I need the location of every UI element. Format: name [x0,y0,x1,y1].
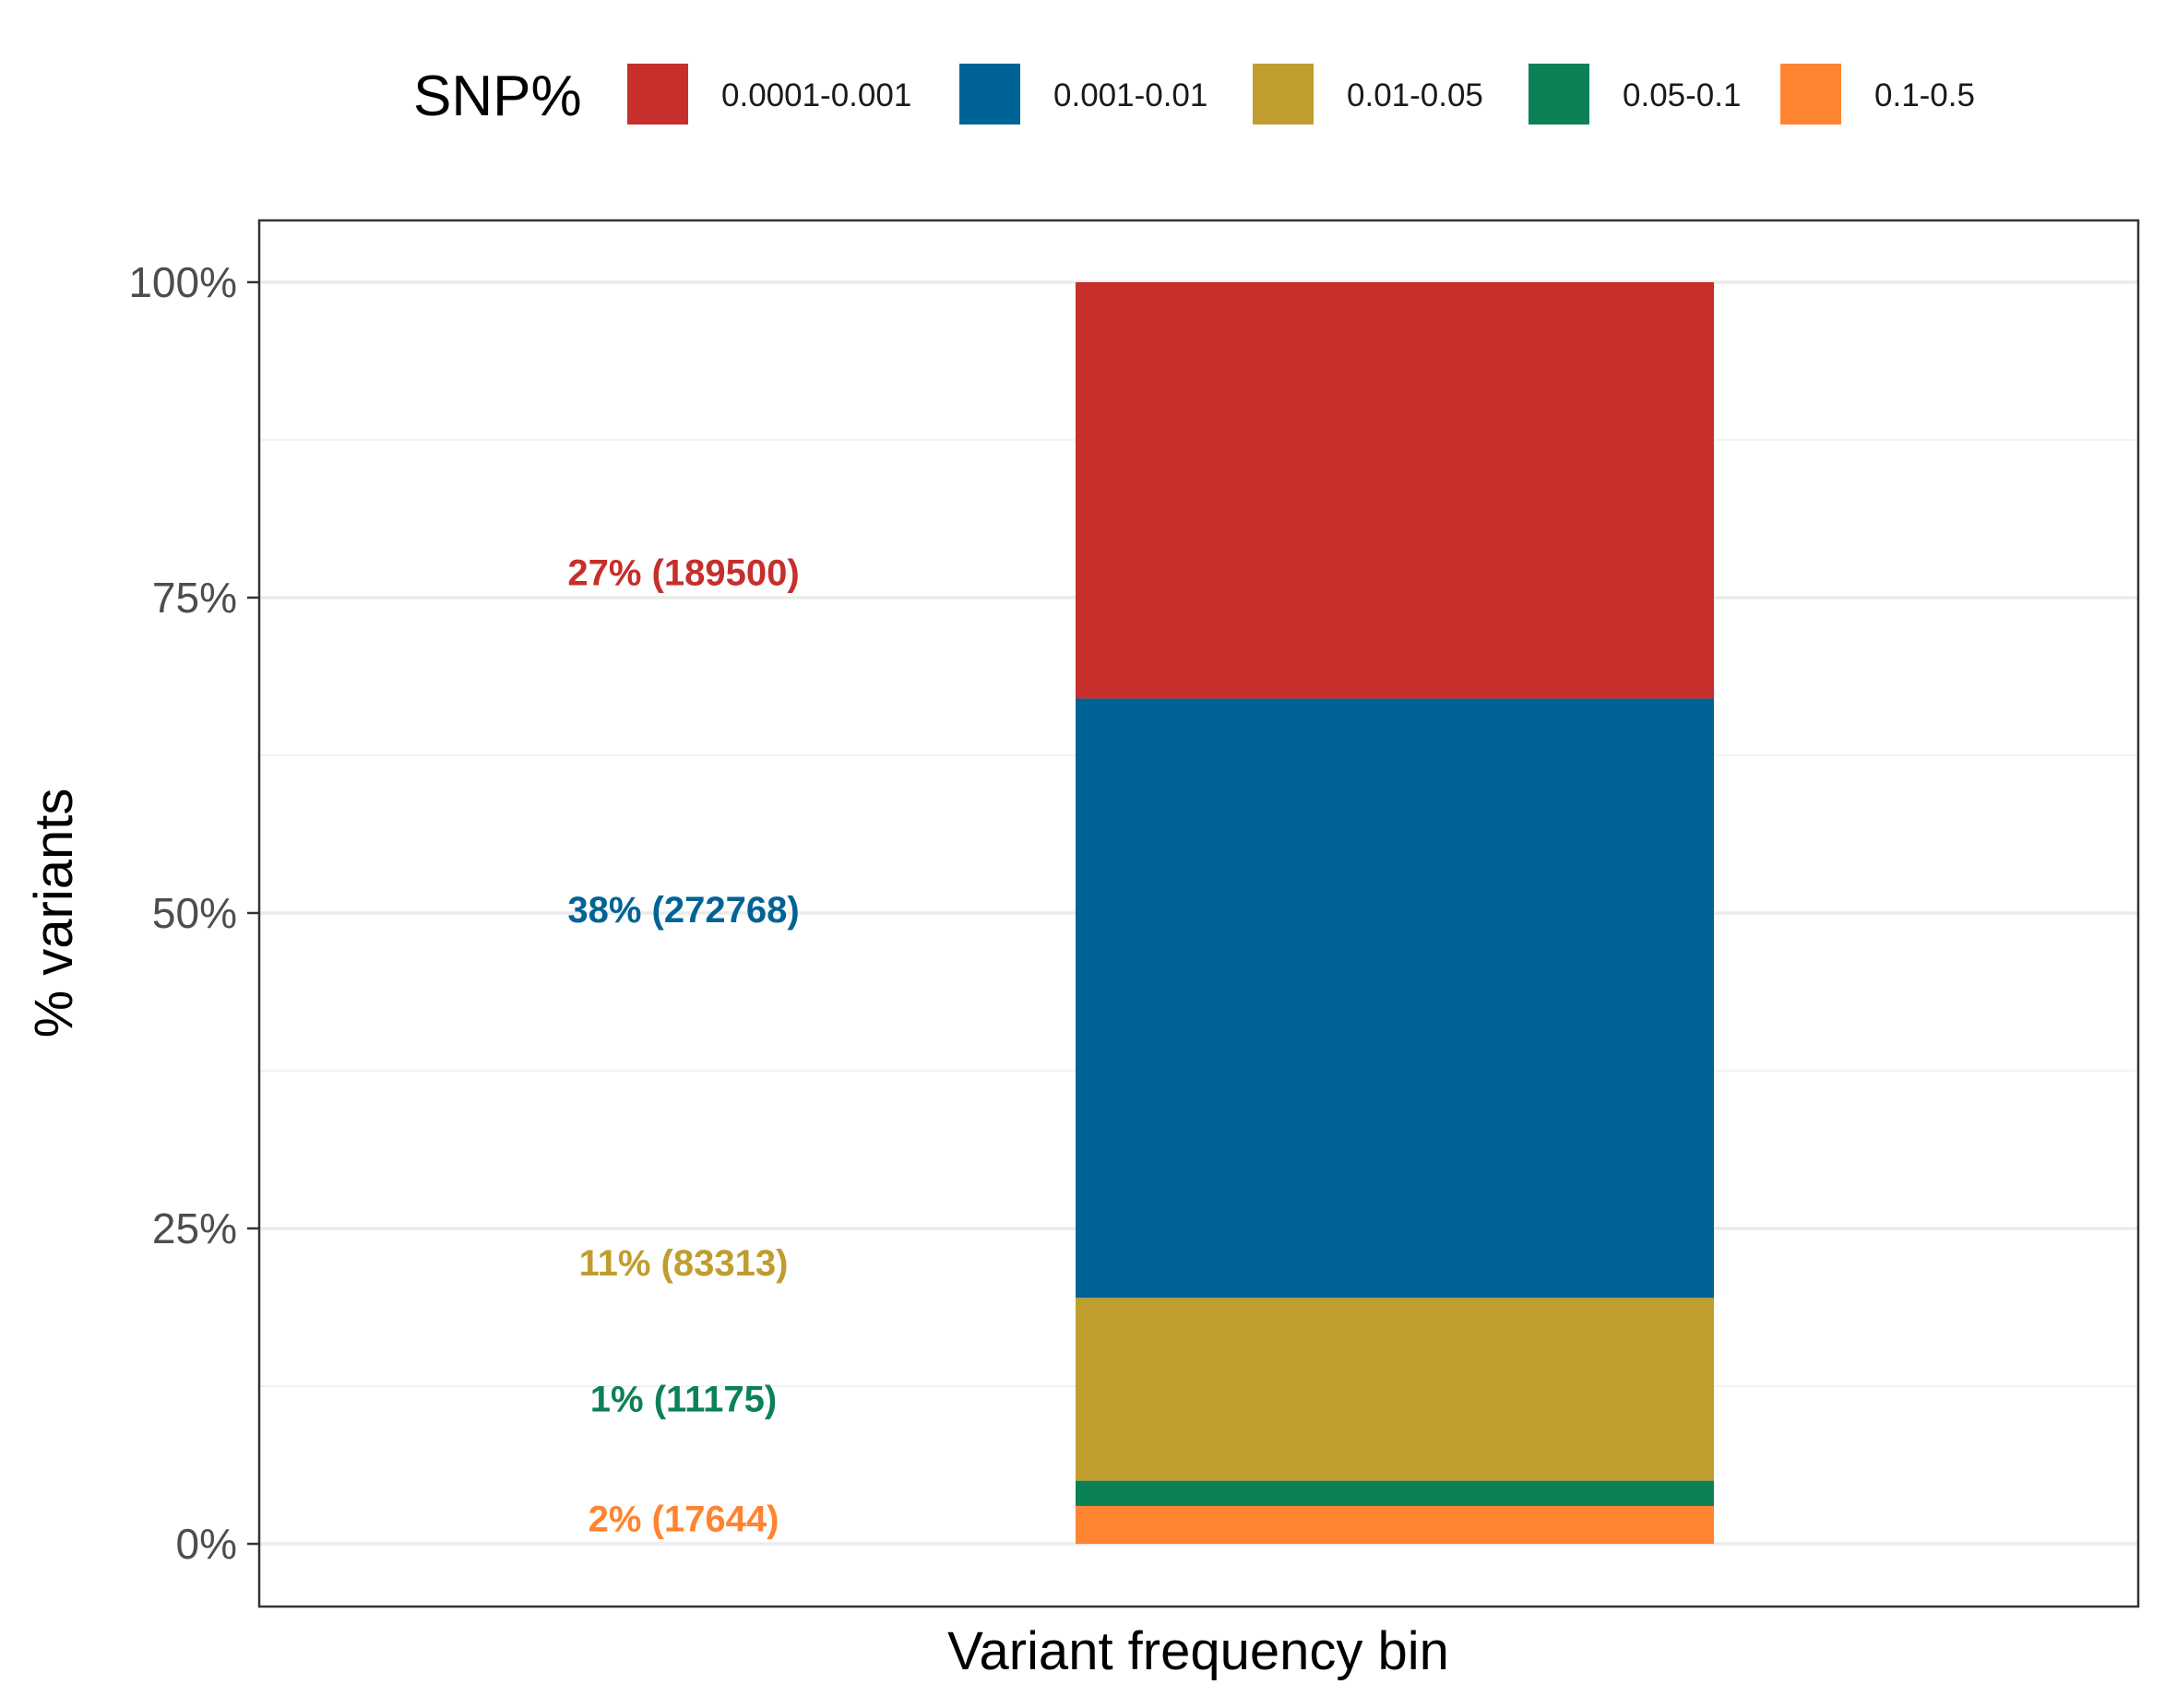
bar-segment-0.1-0.5 [1076,1505,1714,1544]
legend-label: 0.1-0.5 [1874,77,1975,113]
y-axis-title: % variants [24,789,84,1038]
legend-key [1529,64,1589,125]
bar-segment-0.0001-0.001 [1076,282,1714,699]
legend-label: 0.0001-0.001 [721,77,911,113]
data-label: 2% (17644) [589,1500,779,1540]
bar-segment-0.05-0.1 [1076,1480,1714,1506]
legend-key [1253,64,1314,125]
y-axis: 0% 25% 50% 75% 100% [128,258,259,1568]
bar-segments [1076,282,1714,1544]
legend: SNP% 0.0001-0.001 0.001-0.01 0.01-0.05 0.05… [413,64,1975,128]
legend-key [959,64,1020,125]
data-labels: 27% (189500) 38% (272768) 11% (83313) 1% (1… [567,553,799,1540]
y-tick-label: 100% [128,258,237,306]
legend-label: 0.05-0.1 [1623,77,1741,113]
legend-label: 0.01-0.05 [1347,77,1483,113]
data-label: 1% (11175) [590,1380,777,1420]
legend-title: SNP% [413,65,582,128]
data-label: 38% (272768) [567,890,799,931]
legend-key [627,64,688,125]
data-label: 27% (189500) [567,553,799,594]
data-label: 11% (83313) [579,1243,789,1284]
y-tick-label: 0% [176,1520,237,1568]
legend-label: 0.001-0.01 [1053,77,1207,113]
y-tick-label: 25% [152,1204,237,1252]
bar-segment-0.001-0.01 [1076,698,1714,1299]
bar-segment-0.01-0.05 [1076,1298,1714,1481]
x-axis-title: Variant frequency bin [947,1621,1449,1681]
y-tick-label: 75% [152,574,237,622]
y-tick-label: 50% [152,889,237,937]
legend-key [1780,64,1841,125]
